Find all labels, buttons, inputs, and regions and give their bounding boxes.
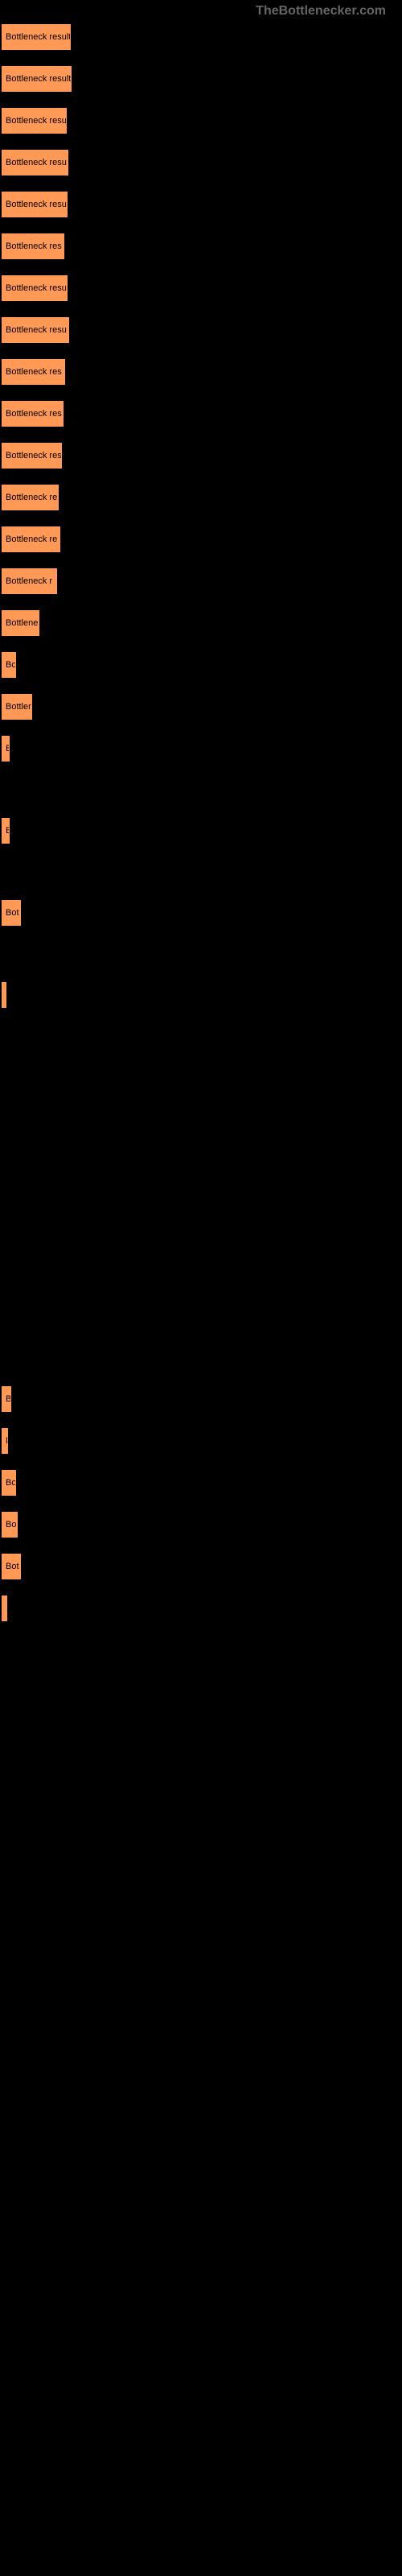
chart-bar: Bottleneck res <box>2 233 64 259</box>
chart-bar: Bot <box>2 1554 21 1579</box>
bar-label: Bottleneck re <box>6 535 57 544</box>
bar-row: B <box>2 818 402 844</box>
bar-label: Bottleneck re <box>6 493 57 502</box>
bar-row: Bo <box>2 652 402 678</box>
bar-label: Bottlene <box>6 618 38 628</box>
bar-row: Bottleneck resu <box>2 275 402 301</box>
bar-row: Bottleneck result <box>2 66 402 92</box>
bar-label: Bo <box>6 660 16 670</box>
chart-bar: Bottleneck res <box>2 359 65 385</box>
bar-label: B <box>6 826 10 836</box>
chart-bar: Bottleneck result <box>2 66 72 92</box>
bar-label: Bottleneck res <box>6 409 62 419</box>
bar-label: Bot <box>6 1562 19 1571</box>
bar-label: Bot <box>6 908 19 918</box>
watermark-text: TheBottlenecker.com <box>256 4 386 19</box>
bar-row: Bottleneck res <box>2 443 402 469</box>
bar-row: Bottleneck res <box>2 401 402 427</box>
chart-bar: Bo <box>2 1512 18 1538</box>
bar-row: Bot <box>2 900 402 926</box>
chart-bar: Bottleneck resu <box>2 150 68 175</box>
chart-bar: Bottleneck re <box>2 485 59 510</box>
bar-label: Bottleneck resu <box>6 158 67 167</box>
bar-row: Bottleneck resu <box>2 317 402 343</box>
chart-bar: B <box>2 1386 11 1412</box>
chart-bar: Bottleneck re <box>2 526 60 552</box>
chart-bar: Bo <box>2 652 16 678</box>
bar-label: Bottleneck res <box>6 242 62 251</box>
bar-row: Bo <box>2 1470 402 1496</box>
bar-row: Bottleneck res <box>2 233 402 259</box>
chart-bar: Bottleneck r <box>2 568 57 594</box>
bar-label: Bottler <box>6 702 31 712</box>
bar-label: Bottleneck res <box>6 451 62 460</box>
bar-label: Bottleneck result <box>6 74 71 84</box>
bar-label: Bottleneck resu <box>6 325 67 335</box>
bar-row: Bottleneck resu <box>2 108 402 134</box>
chart-bar: Bottleneck resu <box>2 192 68 217</box>
bar-label: B <box>6 744 10 753</box>
bar-row: Bottleneck resu <box>2 192 402 217</box>
chart-bar: B <box>2 818 10 844</box>
bar-label: Bottleneck r <box>6 576 52 586</box>
bar-label: Bottleneck resu <box>6 116 67 126</box>
bar-row <box>2 982 402 1008</box>
chart-bar: B <box>2 736 10 762</box>
bar-row: Bottleneck re <box>2 485 402 510</box>
bar-row: Bottleneck res <box>2 359 402 385</box>
bar-row <box>2 1596 402 1621</box>
bar-label: Bo <box>6 1478 16 1488</box>
bar-label: Bottleneck resu <box>6 283 67 293</box>
bar-label: Bottleneck res <box>6 367 62 377</box>
chart-bar: Bot <box>2 900 21 926</box>
bar-row: Bo <box>2 1512 402 1538</box>
bar-row: B <box>2 1428 402 1454</box>
bar-label: B <box>6 1394 11 1404</box>
chart-bar: Bottleneck resu <box>2 317 69 343</box>
bar-row: B <box>2 1386 402 1412</box>
bar-row: Bottlene <box>2 610 402 636</box>
bar-row: Bot <box>2 1554 402 1579</box>
bar-row: Bottleneck resu <box>2 150 402 175</box>
bar-label: Bo <box>6 1520 16 1530</box>
bar-label: Bottleneck resu <box>6 200 67 209</box>
chart-bar: Bottleneck result <box>2 24 71 50</box>
bar-row: B <box>2 736 402 762</box>
bar-row: Bottler <box>2 694 402 720</box>
chart-bar: Bottleneck res <box>2 443 62 469</box>
bar-row: Bottleneck r <box>2 568 402 594</box>
chart-bar <box>2 982 6 1008</box>
chart-bar <box>2 1596 7 1621</box>
bar-label: Bottleneck result <box>6 32 71 42</box>
bar-row: Bottleneck re <box>2 526 402 552</box>
chart-bar: B <box>2 1428 8 1454</box>
chart-bar: Bo <box>2 1470 16 1496</box>
chart-bar: Bottleneck resu <box>2 275 68 301</box>
bar-chart: Bottleneck result Bottleneck result Bottle… <box>0 0 402 1621</box>
bar-row: Bottleneck result <box>2 24 402 50</box>
bar-label: B <box>6 1436 8 1446</box>
chart-bar: Bottlene <box>2 610 39 636</box>
chart-bar: Bottleneck res <box>2 401 64 427</box>
chart-bar: Bottleneck resu <box>2 108 67 134</box>
chart-bar: Bottler <box>2 694 32 720</box>
